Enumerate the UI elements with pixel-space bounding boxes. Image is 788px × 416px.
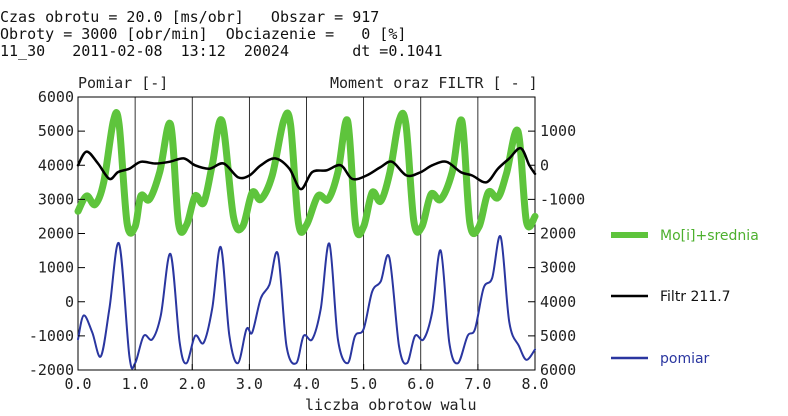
grid	[134, 97, 479, 370]
right-tick-label: -1000	[540, 190, 585, 208]
left-tick-label: 1000	[38, 259, 74, 277]
legend-label: pomiar	[660, 351, 710, 367]
left-tick-label: -1000	[29, 327, 74, 345]
left-tick-label: 5000	[38, 122, 74, 140]
series-line-0	[74, 109, 539, 239]
left-tick-label: 2000	[38, 225, 74, 243]
left-tick-label: 4000	[38, 156, 74, 174]
x-tick-label: 4.0	[293, 375, 320, 393]
x-tick-label: 3.0	[236, 375, 263, 393]
header-line-3: 11_30 2011-02-08 13:12 20024 dt =0.1041	[0, 42, 443, 60]
x-tick-label: 1.0	[122, 375, 149, 393]
header-line-2: Obroty = 3000 [obr/min] Obciazenie = 0 […	[0, 25, 407, 43]
right-tick-label: 3000	[540, 259, 576, 277]
right-tick-label: 5000	[540, 327, 576, 345]
series-line-2	[77, 235, 536, 370]
x-tick-label: 8.0	[521, 375, 548, 393]
x-tick-label: 6.0	[407, 375, 434, 393]
right-tick-label: 2000	[540, 225, 576, 243]
axis-ticks: 0.0 1.0 2.0 3.0 4.0 5.0 6.0 7.0 8.06000500040003…	[29, 88, 585, 393]
series-lines	[74, 109, 539, 370]
right-tick-label: 6000	[540, 361, 576, 379]
left-tick-label: 0	[65, 293, 74, 311]
left-axis-label: Pomiar [-]	[78, 74, 168, 92]
x-tick-label: 0.0	[64, 375, 91, 393]
x-tick-label: 2.0	[179, 375, 206, 393]
right-tick-label: 0	[540, 156, 549, 174]
left-tick-label: 3000	[38, 190, 74, 208]
x-axis-label: liczba obrotow walu	[305, 396, 477, 414]
right-axis-label: Moment oraz FILTR [ - ]	[330, 74, 538, 92]
legend-label: Mo[i]+srednia	[660, 228, 759, 244]
left-tick-label: -2000	[29, 361, 74, 379]
series-line-1	[76, 146, 537, 191]
legend: Mo[i]+srednia Filtr 211.7 pomiar	[611, 228, 759, 367]
legend-label: Filtr 211.7	[660, 289, 731, 305]
left-tick-label: 6000	[38, 88, 74, 106]
x-tick-label: 5.0	[350, 375, 377, 393]
right-tick-label: 1000	[540, 122, 576, 140]
header-line-1: Czas obrotu = 20.0 [ms/obr] Obszar = 917	[0, 8, 380, 26]
x-tick-label: 7.0	[464, 375, 491, 393]
right-tick-label: 4000	[540, 293, 576, 311]
